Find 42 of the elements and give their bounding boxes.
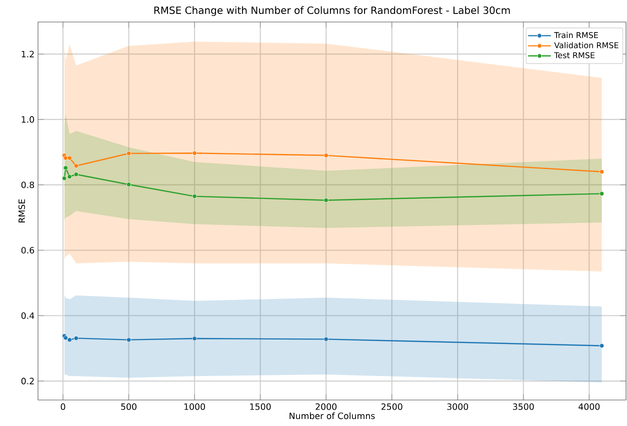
y-tick-label: 0.8: [21, 182, 34, 188]
point: [62, 176, 67, 181]
point: [324, 153, 328, 158]
x-tick-label: 1000: [184, 403, 205, 410]
legend-label: Validation RMSE: [554, 42, 618, 48]
y-tick-label: 0.6: [21, 246, 34, 254]
x-tick-label: 2000: [316, 403, 337, 410]
point: [74, 164, 78, 168]
y-tick-label: 1.0: [22, 116, 34, 123]
x-tick-label: 0: [60, 403, 66, 410]
x-tick-label: 3500: [513, 403, 534, 410]
point: [599, 191, 604, 196]
y-tick-label: 0.4: [21, 312, 34, 319]
point: [74, 336, 78, 341]
point: [63, 166, 68, 170]
legend-label: Train RMSE: [554, 32, 598, 38]
chart-title: RMSE Change with Number of Columns for RandomForest - Label 30cm: [154, 6, 510, 16]
point: [126, 338, 132, 342]
point: [192, 194, 197, 199]
x-axis-title: Number of Columns: [290, 412, 375, 420]
point: [324, 198, 328, 203]
y-axis-title: RMSE: [18, 199, 26, 222]
point: [126, 151, 132, 156]
point: [67, 174, 72, 179]
y-tick-label: 1.2: [22, 50, 34, 58]
point: [67, 156, 72, 160]
x-tick-label: 500: [121, 403, 136, 410]
point: [324, 336, 328, 342]
x-tick-label: 3000: [447, 403, 468, 410]
x-tick-label: 4000: [578, 403, 600, 410]
x-tick-label: 1500: [250, 403, 271, 410]
y-tick-label: 0.2: [21, 378, 34, 384]
point: [74, 172, 78, 177]
point: [599, 343, 604, 348]
point: [192, 336, 197, 341]
point: [192, 150, 197, 156]
point: [126, 182, 132, 187]
point: [63, 156, 68, 160]
x-tick-label: 2500: [381, 403, 402, 410]
point: [67, 338, 72, 342]
point: [599, 169, 604, 174]
legend-label: Test RMSE: [554, 52, 595, 58]
